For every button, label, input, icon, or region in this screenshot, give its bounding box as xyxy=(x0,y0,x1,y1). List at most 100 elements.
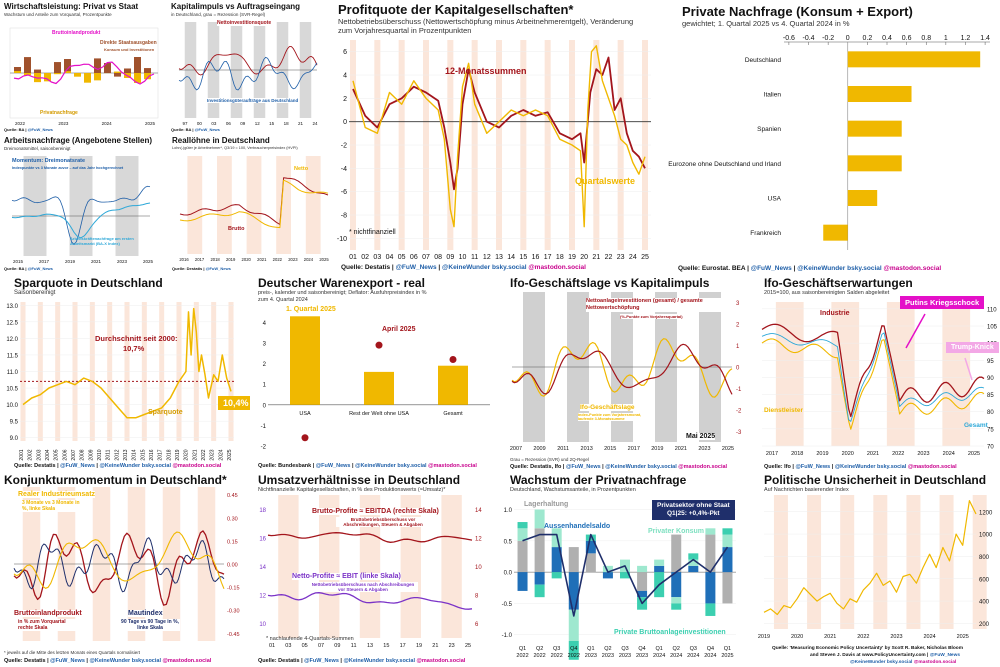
x-tick: 2021 xyxy=(91,259,102,264)
x-tick: 21 xyxy=(432,643,438,649)
bar-privat xyxy=(114,71,121,73)
label-arbeits: Arbeitskräftenachfrage am ersten Arbeits… xyxy=(70,236,134,246)
x-tick: 23 xyxy=(449,643,455,649)
x-tick: 2021 xyxy=(192,449,198,460)
y-tick: 80 xyxy=(987,410,994,416)
y-tick: -2 xyxy=(261,445,267,451)
y-tick: 0.0 xyxy=(504,571,513,577)
label-bip: Bruttoinlandprodukt xyxy=(52,30,101,36)
label-brutto: Brutto-Profite ≈ EBITDA (rechte Skala) xyxy=(312,508,439,515)
bar-segment xyxy=(585,540,596,554)
x-tick: 2005 xyxy=(54,449,60,460)
panel-title: Wachstum der Privatnachfrage xyxy=(510,473,687,487)
x-tick: 2021 xyxy=(257,257,267,262)
bar-segment xyxy=(671,603,682,610)
x-tick: 2017 xyxy=(766,451,778,457)
bar-staat xyxy=(144,68,151,73)
x-tick: 24 xyxy=(312,121,318,126)
bar xyxy=(290,316,320,405)
y-tick: 1.0 xyxy=(504,508,513,514)
label-bip-sub: in % zum Vorquartal rechte Skala xyxy=(18,619,78,631)
bar-segment xyxy=(517,572,528,591)
x-tick: 04 xyxy=(386,254,394,261)
x-tick: 17 xyxy=(400,643,406,649)
panel-private-nachfrage: Private Nachfrage (Konsum + Export) gewi… xyxy=(664,0,1000,274)
line-auftrag xyxy=(178,56,318,91)
x-tick: 01 xyxy=(269,643,275,649)
bar-segment xyxy=(688,565,699,573)
panel-kapitalimpuls: Kapitalimpuls vs Auftragseingang in Deut… xyxy=(167,0,334,135)
x-tick: 14 xyxy=(507,254,515,261)
bar-privat xyxy=(44,73,51,82)
y-tick: 11.5 xyxy=(7,353,19,359)
label-konsum: Privater Konsum xyxy=(648,528,705,535)
chart-p6: -0.6 -0.4 -0.2 0 0.2 0.4 0.6 0.8 1 1.2 1.4 Deutschl… xyxy=(668,35,990,250)
bar-privat xyxy=(84,73,91,83)
y-tick-left: 10 xyxy=(259,622,266,628)
y-tick: 95 xyxy=(987,359,994,365)
x-tick: 19 xyxy=(568,254,576,261)
bar-segment xyxy=(568,609,579,641)
x-tick: 2018 xyxy=(210,257,220,262)
y-tick-right: 12 xyxy=(475,536,482,542)
x-tick: 05 xyxy=(398,254,406,261)
y-tick: 13.0 xyxy=(6,304,18,310)
y-tick: 70 xyxy=(987,445,994,451)
series-line xyxy=(352,56,646,191)
x-tick: 2016 xyxy=(179,257,189,262)
x-tick: Q1 xyxy=(519,646,526,652)
x-tick: Q1 xyxy=(655,646,662,652)
source-line-1: Quelle: 'Measuring Economic Policy Uncer… xyxy=(772,646,964,651)
panel-title: Arbeitsnachfrage (Angebotene Stellen) xyxy=(4,136,153,145)
x-tick: 15 xyxy=(383,643,389,649)
x-tick: 2015 xyxy=(140,449,146,460)
category-label: USA xyxy=(768,196,782,203)
label-netto: Nettoinvestitionsquote xyxy=(217,20,272,26)
source-line: Quelle: Ifo | @FuW_News | @KeineWunder b… xyxy=(764,464,957,470)
panel-title: Profitquote der Kapitalgesellschaften* xyxy=(338,2,574,17)
x-tick: 2008 xyxy=(80,449,86,460)
label-box: Privatsektor ohne Staat Q1|25: +0,4%-Pkt xyxy=(652,500,735,520)
y-tick: -2 xyxy=(736,408,742,414)
recession-band xyxy=(278,495,299,638)
bar xyxy=(364,371,394,405)
bar-segment xyxy=(671,572,682,598)
bar-segment xyxy=(722,547,733,573)
recession-band xyxy=(831,302,860,446)
y-tick: 1 xyxy=(736,344,740,350)
footnote: * nachlaufende 4-Quartals-Summen xyxy=(266,636,354,642)
label-gesamt: Gesamt xyxy=(964,422,988,429)
x-tick: 2024 xyxy=(653,653,665,659)
chart-p14: 1200 1000 800 600 400 200 2019 2020 2021 2022 2023… xyxy=(758,495,993,640)
x-tick: 2016 xyxy=(149,449,155,460)
panel-ifo-erwartungen: Ifo-Geschäftserwartungen 2015=100, aus s… xyxy=(750,276,1000,472)
x-tick: 2021 xyxy=(675,446,687,452)
recession-band xyxy=(187,156,203,254)
source-line: Quelle: BA | @FuW_News xyxy=(171,127,220,132)
bar-segment xyxy=(722,572,733,604)
x-tick: 2023 xyxy=(636,653,648,659)
x-tick: -0.2 xyxy=(822,35,834,42)
x-tick: 2019 xyxy=(226,257,236,262)
x-tick: 2020 xyxy=(842,451,854,457)
y-tick: 9.5 xyxy=(10,420,19,426)
y-tick: 110 xyxy=(987,307,997,313)
x-tick: 2023 xyxy=(890,634,902,640)
category-label: Deutschland xyxy=(745,57,782,64)
y-tick: 90 xyxy=(987,376,994,382)
x-tick: 09 xyxy=(240,121,246,126)
x-tick: 2019 xyxy=(175,449,181,460)
line-netto xyxy=(178,46,318,76)
category-label: USA xyxy=(299,411,311,417)
recession-band xyxy=(939,495,954,629)
bar-segment xyxy=(517,540,528,573)
x-tick: 2022 xyxy=(273,257,283,262)
recession-band xyxy=(276,156,291,254)
y-tick: 1 xyxy=(263,383,267,389)
bar-segment xyxy=(620,572,630,579)
line-arbeits xyxy=(11,202,151,239)
label-momentum: Momentum: Dreimonatsrate xyxy=(12,158,86,164)
label-average: Durchschnitt seit 2000: xyxy=(95,334,178,343)
bar-segment xyxy=(534,509,545,529)
panel-title: Private Nachfrage (Konsum + Export) xyxy=(682,4,913,19)
